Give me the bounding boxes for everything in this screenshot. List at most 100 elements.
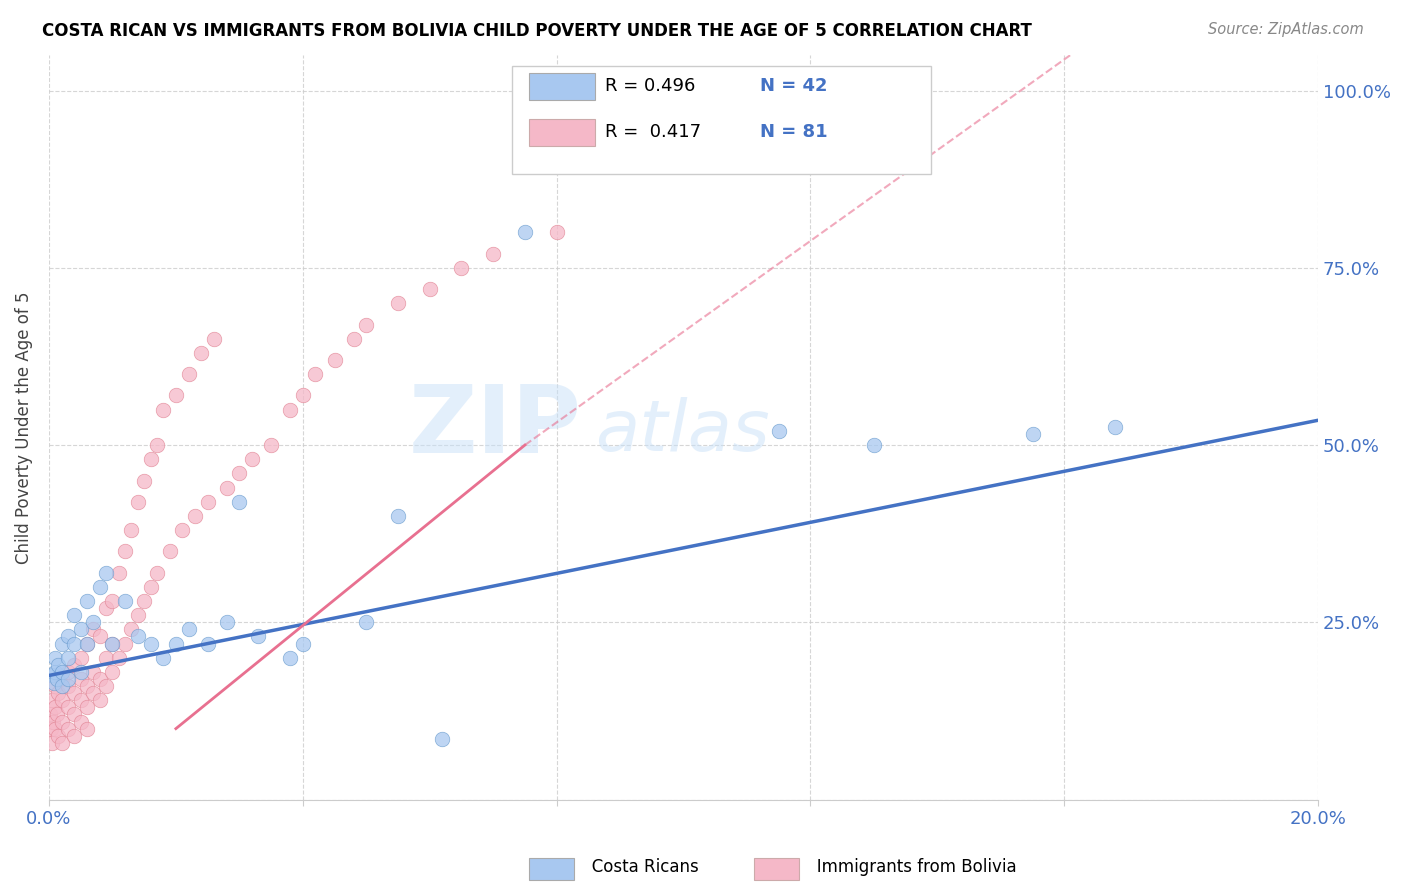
Point [94,566,117,580]
Point [202,332,225,346]
Point [39,707,62,722]
Point [342,332,364,346]
Point [48,657,70,672]
Point [356,318,378,332]
Point [48,686,70,700]
Point [63,729,86,743]
FancyBboxPatch shape [512,66,931,174]
Point [41,736,63,750]
Point [146,566,169,580]
Point [101,636,124,650]
Point [63,686,86,700]
Text: Immigrants from Bolivia: Immigrants from Bolivia [780,858,1017,876]
Point [127,608,149,623]
Text: Costa Ricans: Costa Ricans [555,858,699,876]
Text: R =  0.417: R = 0.417 [605,123,702,141]
Point [356,615,378,630]
Point [114,636,136,650]
Point [69,672,91,686]
Point [387,296,409,310]
Point [41,693,63,707]
Point [291,636,314,650]
Point [291,388,314,402]
Point [177,367,200,381]
Point [44,700,66,714]
Point [44,665,66,679]
Point [63,657,86,672]
Point [94,679,117,693]
Point [107,650,129,665]
Point [56,630,79,644]
Point [450,260,472,275]
Point [51,679,73,693]
Point [89,630,111,644]
Point [139,636,162,650]
Text: atlas: atlas [595,397,769,466]
Point [82,665,104,679]
Point [76,636,98,650]
Point [101,594,124,608]
Point [48,729,70,743]
Point [240,452,263,467]
Point [56,650,79,665]
Point [101,665,124,679]
Point [184,508,207,523]
Point [44,679,66,693]
Point [139,452,162,467]
Text: N = 42: N = 42 [759,78,827,95]
Point [419,282,441,296]
Point [197,636,219,650]
Point [44,650,66,665]
Point [215,615,238,630]
Point [387,508,409,523]
Text: Source: ZipAtlas.com: Source: ZipAtlas.com [1208,22,1364,37]
Point [121,523,143,537]
Point [172,523,194,537]
Point [215,481,238,495]
Point [127,630,149,644]
Point [146,438,169,452]
Point [165,636,187,650]
Text: R = 0.496: R = 0.496 [605,78,695,95]
Point [69,650,91,665]
Point [56,700,79,714]
Point [82,686,104,700]
Point [63,608,86,623]
Point [228,467,250,481]
Point [89,672,111,686]
Point [51,672,73,686]
Point [42,714,65,729]
Point [323,353,346,368]
Point [304,367,326,381]
Point [63,636,86,650]
Point [69,693,91,707]
Point [76,636,98,650]
Point [482,246,505,260]
Point [165,388,187,402]
Point [190,346,212,360]
Point [139,580,162,594]
Text: N = 81: N = 81 [759,123,827,141]
Point [159,544,181,558]
FancyBboxPatch shape [529,73,595,100]
Point [121,623,143,637]
Point [51,736,73,750]
Point [94,650,117,665]
Point [152,402,174,417]
Point [45,672,67,686]
Point [89,580,111,594]
Point [1021,427,1043,442]
Point [42,675,65,690]
Text: COSTA RICAN VS IMMIGRANTS FROM BOLIVIA CHILD POVERTY UNDER THE AGE OF 5 CORRELAT: COSTA RICAN VS IMMIGRANTS FROM BOLIVIA C… [42,22,1032,40]
Point [76,722,98,736]
Point [863,438,886,452]
Point [45,707,67,722]
Point [82,615,104,630]
Point [247,630,270,644]
Point [41,668,63,682]
Point [197,495,219,509]
Point [768,424,790,438]
Point [69,623,91,637]
Point [51,714,73,729]
Point [76,594,98,608]
